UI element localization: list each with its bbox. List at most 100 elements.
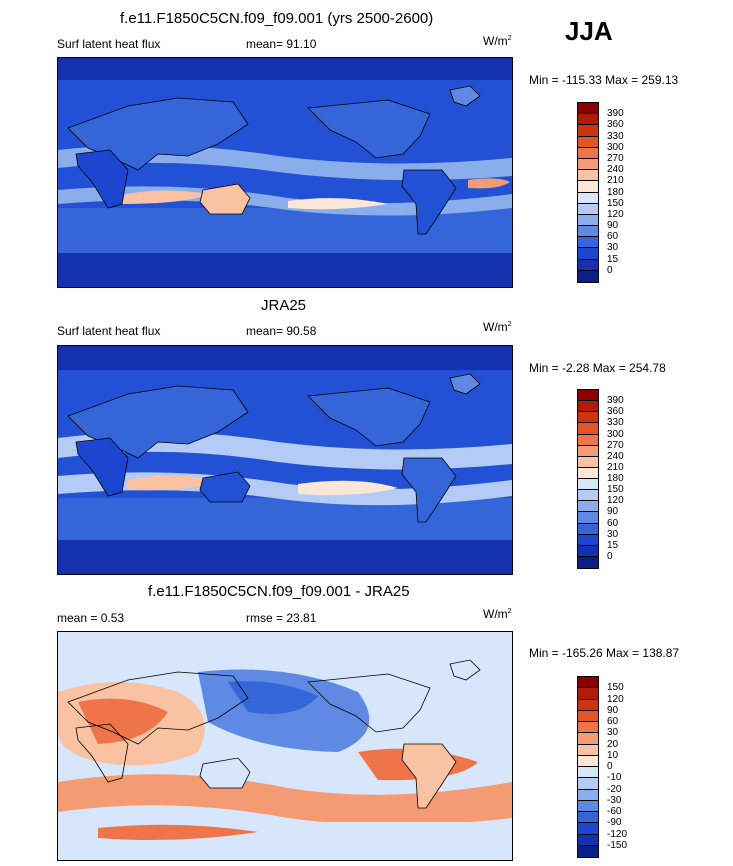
colorbar-tick-label: 120 xyxy=(607,693,624,705)
colorbar-cell xyxy=(578,270,598,282)
colorbar-tick-label: 60 xyxy=(607,517,619,529)
colorbar-cell xyxy=(578,158,598,171)
colorbar-tick-label: 330 xyxy=(607,130,624,142)
colorbar-cell xyxy=(578,545,598,557)
colorbar-cell xyxy=(578,688,598,700)
colorbar-tick-label: 360 xyxy=(607,406,624,418)
colorbar-tick-label: 15 xyxy=(607,539,619,551)
colorbar-tick-label: 300 xyxy=(607,141,624,153)
colorbar-cell xyxy=(578,823,598,835)
colorbar-tick-label: 90 xyxy=(607,704,619,716)
panel1-colorbar xyxy=(577,102,599,283)
colorbar-tick-label: 60 xyxy=(607,231,619,243)
colorbar-cell xyxy=(578,412,598,424)
panel1-map xyxy=(57,57,513,288)
colorbar-cell xyxy=(578,523,598,535)
panel2-minmax: Min = -2.28 Max = 254.78 xyxy=(529,361,666,375)
colorbar-cell xyxy=(578,490,598,502)
colorbar-cell xyxy=(578,125,598,137)
colorbar-tick-label: 120 xyxy=(607,495,624,507)
colorbar-cell xyxy=(578,214,598,227)
colorbar-tick-label: 15 xyxy=(607,253,619,265)
colorbar-tick-label: 240 xyxy=(607,164,624,176)
colorbar-cell xyxy=(578,467,598,479)
colorbar-tick-label: 360 xyxy=(607,119,624,131)
colorbar-cell xyxy=(578,456,598,468)
panel3-rmse: rmse = 23.81 xyxy=(246,611,317,625)
colorbar-tick-label: 180 xyxy=(607,186,624,198)
colorbar-tick-label: 390 xyxy=(607,395,624,407)
colorbar-tick-label: 0 xyxy=(607,761,613,772)
panel3-title: f.e11.F1850C5CN.f09_f09.001 - JRA25 xyxy=(148,583,410,600)
colorbar-tick-label: 0 xyxy=(607,550,613,562)
panel1-mean: mean= 91.10 xyxy=(246,37,317,51)
colorbar-cell xyxy=(578,192,598,204)
colorbar-tick-label: 120 xyxy=(607,208,624,220)
colorbar-cell xyxy=(578,401,598,413)
colorbar-cell xyxy=(578,501,598,513)
colorbar-cell xyxy=(578,479,598,491)
colorbar-tick-label: 180 xyxy=(607,473,624,484)
colorbar-cell xyxy=(578,181,598,193)
colorbar-cell xyxy=(578,203,598,215)
colorbar-tick-label: 10 xyxy=(607,749,619,761)
colorbar-tick-label: -120 xyxy=(607,828,628,840)
panel2-map-svg xyxy=(58,346,512,574)
panel3-mean: mean = 0.53 xyxy=(57,611,125,625)
panel3-unit: W/m2 xyxy=(483,607,512,621)
colorbar-tick-label: 150 xyxy=(607,484,624,496)
colorbar-tick-label: 270 xyxy=(607,439,624,451)
colorbar-tick-label: 150 xyxy=(607,197,624,209)
panel2-title: JRA25 xyxy=(261,297,307,314)
colorbar-cell xyxy=(578,534,598,546)
colorbar-tick-label: 270 xyxy=(607,152,624,164)
colorbar-cell xyxy=(578,722,598,734)
colorbar-tick-label: 60 xyxy=(607,716,619,727)
colorbar-tick-label: 30 xyxy=(607,727,619,739)
panel2-colorbar xyxy=(577,389,599,569)
panel3-map-svg xyxy=(58,632,512,860)
colorbar-cell xyxy=(578,845,598,857)
colorbar-tick-label: -90 xyxy=(607,817,622,829)
colorbar-tick-label: 0 xyxy=(607,264,613,276)
colorbar-tick-label: 210 xyxy=(607,175,624,187)
colorbar-cell xyxy=(578,733,598,745)
colorbar-tick-label: -150 xyxy=(607,839,628,851)
colorbar-cell xyxy=(578,812,598,824)
colorbar-tick-label: 240 xyxy=(607,450,624,462)
colorbar-cell xyxy=(578,136,598,148)
colorbar-tick-label: -10 xyxy=(607,772,622,784)
colorbar-cell xyxy=(578,445,598,457)
colorbar-tick-label: 390 xyxy=(607,108,624,120)
colorbar-cell xyxy=(578,556,598,568)
panel1-unit: W/m2 xyxy=(483,34,512,48)
colorbar-tick-label: 300 xyxy=(607,428,624,440)
colorbar-cell xyxy=(578,677,598,689)
colorbar-cell xyxy=(578,147,598,159)
colorbar-cell xyxy=(578,512,598,524)
panel1-title: f.e11.F1850C5CN.f09_f09.001 (yrs 2500-26… xyxy=(120,10,434,27)
panel2-map xyxy=(57,345,513,575)
colorbar-tick-label: 330 xyxy=(607,417,624,429)
colorbar-cell xyxy=(578,710,598,722)
colorbar-tick-label: 210 xyxy=(607,461,624,473)
colorbar-cell xyxy=(578,259,598,271)
panel2-unit: W/m2 xyxy=(483,320,512,334)
colorbar-cell xyxy=(578,226,598,238)
colorbar-cell xyxy=(578,103,598,115)
colorbar-cell xyxy=(578,170,598,182)
colorbar-tick-label: -30 xyxy=(607,794,622,806)
panel2-mean: mean= 90.58 xyxy=(246,324,317,338)
panel3-colorbar xyxy=(577,676,599,858)
panel1-field-label: Surf latent heat flux xyxy=(57,37,161,51)
colorbar-tick-label: 90 xyxy=(607,220,619,232)
colorbar-tick-label: -60 xyxy=(607,806,622,817)
colorbar-cell xyxy=(578,744,598,756)
panel3-map xyxy=(57,631,513,861)
panel2-field-label: Surf latent heat flux xyxy=(57,324,161,338)
colorbar-cell xyxy=(578,778,598,790)
panel1-map-svg xyxy=(58,58,512,287)
colorbar-tick-label: 20 xyxy=(607,738,619,750)
season-label: JJA xyxy=(565,16,613,46)
colorbar-cell xyxy=(578,423,598,435)
